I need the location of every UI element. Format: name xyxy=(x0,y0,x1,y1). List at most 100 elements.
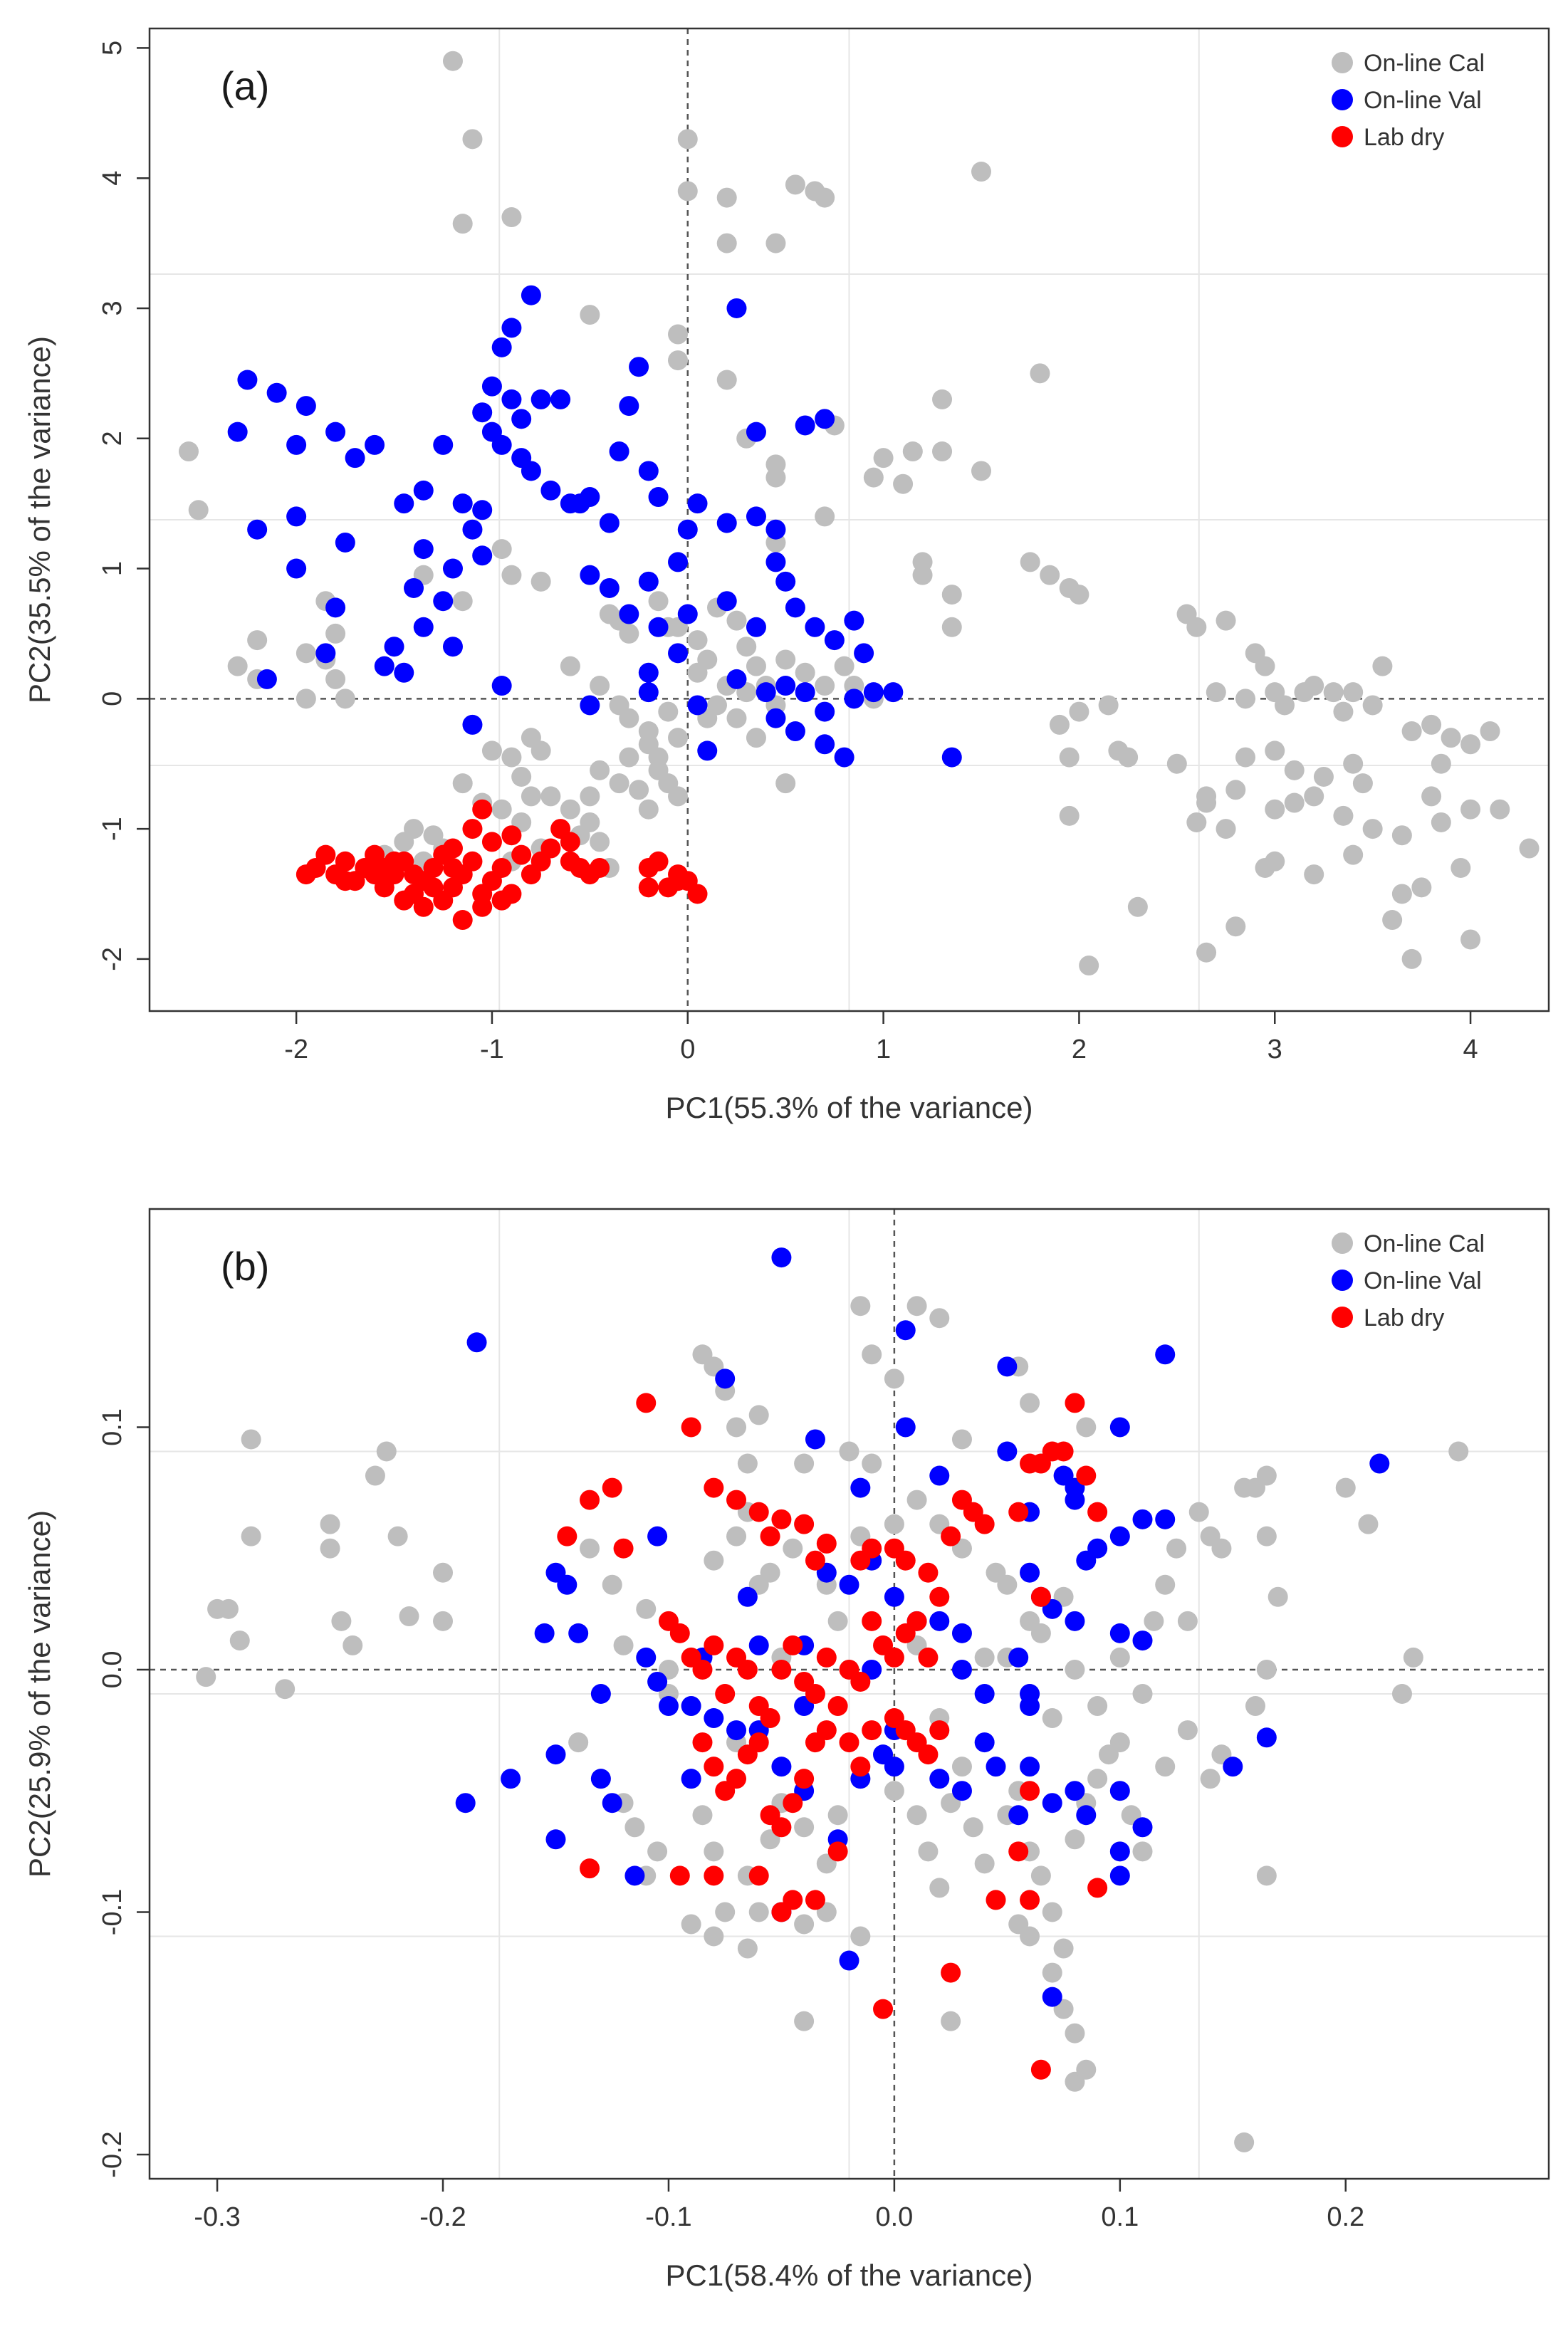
data-point xyxy=(771,1659,792,1680)
data-point xyxy=(462,519,483,540)
data-point xyxy=(1132,1841,1153,1862)
data-point xyxy=(521,461,541,481)
data-point xyxy=(1008,1502,1029,1522)
data-point xyxy=(815,409,835,429)
y-tick-label: 0 xyxy=(98,691,127,706)
data-point xyxy=(1065,2023,1085,2043)
legend-label: On-line Cal xyxy=(1364,1230,1485,1257)
panel-a: -2 -1 0 1 2 3 4 -2 -1 0 1 2 3 4 5 PC1(55.3% of the vari… xyxy=(23,27,1550,1124)
y-tick-label: -1 xyxy=(98,817,127,841)
data-point xyxy=(399,1606,419,1627)
data-point xyxy=(794,1769,815,1789)
data-point xyxy=(452,214,473,234)
data-point xyxy=(1155,1757,1176,1777)
data-point xyxy=(726,1720,747,1741)
data-point xyxy=(746,656,766,676)
data-point xyxy=(1265,799,1285,820)
data-point xyxy=(902,441,923,462)
data-point xyxy=(668,350,689,371)
data-point xyxy=(1155,1574,1176,1595)
data-point xyxy=(442,558,463,579)
data-point xyxy=(1431,812,1451,832)
data-point xyxy=(1020,1562,1040,1583)
data-point xyxy=(599,513,620,533)
data-point xyxy=(237,370,258,390)
data-point xyxy=(491,434,512,455)
y-tick-label: 0.1 xyxy=(98,1408,127,1446)
data-point xyxy=(1144,1611,1164,1631)
data-point xyxy=(580,565,600,585)
data-point xyxy=(481,740,502,761)
data-point xyxy=(824,630,845,651)
data-point xyxy=(629,780,649,800)
data-point xyxy=(568,1623,589,1643)
data-point xyxy=(1030,1623,1051,1643)
data-point xyxy=(815,187,835,208)
data-point xyxy=(986,1757,1006,1777)
data-point xyxy=(256,669,277,689)
data-point xyxy=(1087,1878,1108,1898)
data-point xyxy=(1369,1453,1390,1474)
data-point xyxy=(521,786,541,807)
data-point xyxy=(1177,1611,1198,1631)
data-point xyxy=(1256,1659,1277,1680)
data-point xyxy=(296,643,316,664)
x-tick-label: 1 xyxy=(876,1035,891,1064)
data-point xyxy=(1200,1769,1221,1789)
data-point xyxy=(765,233,786,253)
data-point xyxy=(648,851,669,872)
data-point xyxy=(590,832,610,852)
data-point xyxy=(1042,1962,1062,1983)
legend-label: On-line Val xyxy=(1364,1267,1482,1294)
data-point xyxy=(629,357,649,377)
data-point xyxy=(1235,747,1256,768)
data-point xyxy=(1087,1696,1108,1717)
data-point xyxy=(560,656,580,676)
data-point xyxy=(687,630,708,651)
data-point xyxy=(394,890,414,911)
plot-frame xyxy=(148,27,1550,1012)
data-point xyxy=(491,539,512,560)
data-point xyxy=(636,1647,657,1668)
data-point xyxy=(918,1647,939,1668)
data-point xyxy=(951,1757,972,1777)
data-point xyxy=(906,1611,927,1631)
y-axis-title: PC2(35.5% of the variance) xyxy=(23,336,56,703)
data-point xyxy=(704,1865,724,1886)
data-point xyxy=(1030,2059,1051,2080)
data-point xyxy=(951,1659,972,1680)
data-point xyxy=(771,1509,792,1529)
data-point xyxy=(1391,884,1412,904)
data-point xyxy=(374,857,394,878)
data-point xyxy=(1294,682,1314,703)
data-point xyxy=(692,1659,713,1680)
data-point xyxy=(590,676,610,696)
data-point xyxy=(862,1720,882,1741)
data-point xyxy=(647,1526,668,1546)
data-point xyxy=(1284,792,1305,813)
data-point xyxy=(918,1562,939,1583)
data-point xyxy=(893,473,914,494)
data-point xyxy=(619,708,639,728)
data-point xyxy=(266,382,287,403)
data-point xyxy=(827,1696,848,1717)
legend-marker xyxy=(1332,126,1353,147)
data-point xyxy=(834,656,854,676)
data-point xyxy=(1008,1805,1029,1826)
y-tick-label: 3 xyxy=(98,300,127,315)
data-point xyxy=(1166,1538,1187,1559)
data-point xyxy=(325,597,346,618)
data-point xyxy=(677,519,698,540)
data-point xyxy=(775,676,796,696)
grid xyxy=(150,1209,1549,2179)
data-point xyxy=(241,1526,261,1546)
data-point xyxy=(687,493,708,514)
data-point xyxy=(941,747,962,768)
data-point xyxy=(530,740,551,761)
data-point xyxy=(805,617,825,637)
data-point xyxy=(590,1769,611,1789)
data-point xyxy=(716,513,737,533)
legend: On-line Cal On-line Val Lab dry xyxy=(1332,50,1485,151)
data-point xyxy=(1235,689,1256,709)
series-lab-dry xyxy=(296,799,708,931)
